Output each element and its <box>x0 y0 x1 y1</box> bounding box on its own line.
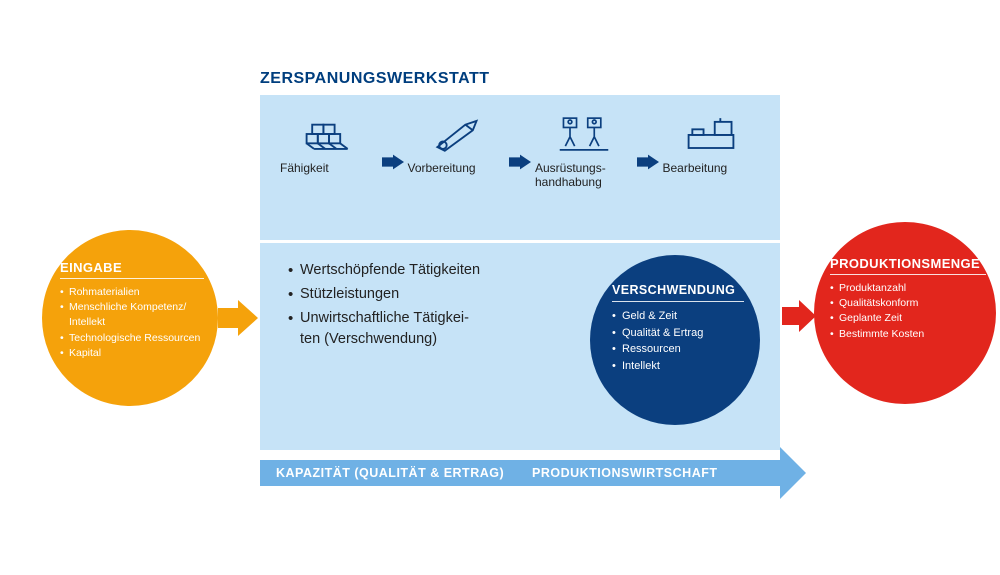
flow-arrow-left-icon <box>218 300 258 336</box>
preparation-icon <box>428 113 484 155</box>
process-label: Fähigkeit <box>276 161 382 175</box>
panel-divider <box>260 240 780 243</box>
process-step-1: Fähigkeit <box>276 113 382 175</box>
process-arrow-icon <box>637 154 659 170</box>
flow-arrow-right-icon <box>782 300 816 332</box>
output-list: Produktanzahl Qualitätskonform Geplante … <box>830 281 986 342</box>
list-item: Stützleistungen <box>288 284 568 305</box>
list-item: Unwirtschaftliche Tätigkei- ten (Verschw… <box>288 308 568 350</box>
output-circle: PRODUKTIONSMENGE Produktanzahl Qualitäts… <box>814 222 996 404</box>
waste-circle: VERSCHWENDUNG Geld & Zeit Qualität & Ert… <box>590 255 760 425</box>
bottom-bar-arrowhead-icon <box>780 447 806 499</box>
process-arrow-icon <box>509 154 531 170</box>
process-label: Ausrüstungs- handhabung <box>531 161 637 189</box>
main-title: ZERSPANUNGSWERKSTATT <box>260 70 490 88</box>
equipment-icon <box>556 113 612 155</box>
process-arrow-icon <box>382 154 404 170</box>
divider <box>612 301 744 302</box>
input-circle: EINGABE Rohmaterialien Menschliche Kompe… <box>42 230 218 406</box>
divider <box>830 274 986 275</box>
list-item: Produktanzahl <box>830 281 986 296</box>
list-item: Technologische Ressourcen <box>60 331 204 346</box>
divider <box>60 278 204 279</box>
workshop-panel: Fähigkeit Vorbereitung <box>260 95 780 450</box>
list-item: Qualitätskonform <box>830 296 986 311</box>
list-item: Menschliche Kompetenz/ Intellekt <box>60 300 204 330</box>
list-item: Bestimmte Kosten <box>830 327 986 342</box>
list-item: Qualität & Ertrag <box>612 325 744 342</box>
list-item: Ressourcen <box>612 341 744 358</box>
process-step-2: Vorbereitung <box>404 113 510 175</box>
bottom-bar-right: PRODUKTIONSWIRTSCHAFT <box>524 466 780 480</box>
list-item: Geld & Zeit <box>612 308 744 325</box>
list-item: Wertschöpfende Tätigkeiten <box>288 260 568 281</box>
list-item: Geplante Zeit <box>830 311 986 326</box>
input-title: EINGABE <box>60 260 204 275</box>
process-label: Vorbereitung <box>404 161 510 175</box>
waste-title: VERSCHWENDUNG <box>612 283 744 297</box>
process-label: Bearbeitung <box>659 161 765 175</box>
process-row: Fähigkeit Vorbereitung <box>270 105 770 225</box>
bottom-bar-left: KAPAZITÄT (QUALITÄT & ERTRAG) <box>260 466 524 480</box>
list-item: Rohmaterialien <box>60 285 204 300</box>
capability-icon <box>301 113 357 155</box>
activities-list: Wertschöpfende Tätigkeiten Stützleistung… <box>288 260 568 353</box>
list-item: Intellekt <box>612 358 744 375</box>
machining-icon <box>683 113 739 155</box>
process-step-4: Bearbeitung <box>659 113 765 175</box>
list-item: Kapital <box>60 346 204 361</box>
waste-list: Geld & Zeit Qualität & Ertrag Ressourcen… <box>612 308 744 374</box>
bottom-bar: KAPAZITÄT (QUALITÄT & ERTRAG) PRODUKTION… <box>260 460 780 486</box>
output-title: PRODUKTIONSMENGE <box>830 256 986 271</box>
input-list: Rohmaterialien Menschliche Kompetenz/ In… <box>60 285 204 361</box>
process-step-3: Ausrüstungs- handhabung <box>531 113 637 189</box>
